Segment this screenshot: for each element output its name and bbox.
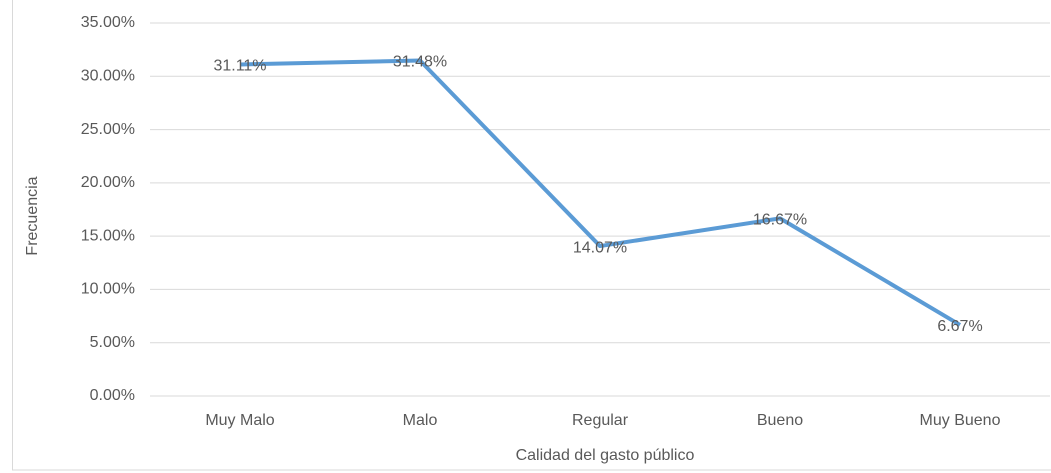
y-tick-label: 25.00% <box>81 121 135 138</box>
y-tick-label: 10.00% <box>81 281 135 298</box>
data-label: 31.48% <box>393 54 447 71</box>
data-label: 6.67% <box>937 318 982 335</box>
x-axis-title: Calidad del gasto público <box>516 447 695 464</box>
data-label: 14.07% <box>573 239 627 256</box>
y-tick-label: 15.00% <box>81 227 135 244</box>
x-tick-label: Regular <box>572 412 629 429</box>
data-line <box>239 58 962 327</box>
x-tick-label: Muy Bueno <box>920 412 1001 429</box>
x-tick-label: Malo <box>403 412 438 429</box>
y-tick-label: 0.00% <box>90 387 135 404</box>
data-label: 31.11% <box>213 58 266 75</box>
y-tick-label: 35.00% <box>81 14 135 31</box>
chart-border <box>12 0 1051 471</box>
y-tick-label: 5.00% <box>90 334 135 351</box>
y-axis-title: Frecuencia <box>24 176 41 255</box>
y-tick-label: 20.00% <box>81 174 135 191</box>
y-tick-label: 30.00% <box>81 68 135 85</box>
data-label: 16.67% <box>753 212 807 229</box>
x-tick-label: Bueno <box>757 412 803 429</box>
x-tick-label: Muy Malo <box>205 412 274 429</box>
